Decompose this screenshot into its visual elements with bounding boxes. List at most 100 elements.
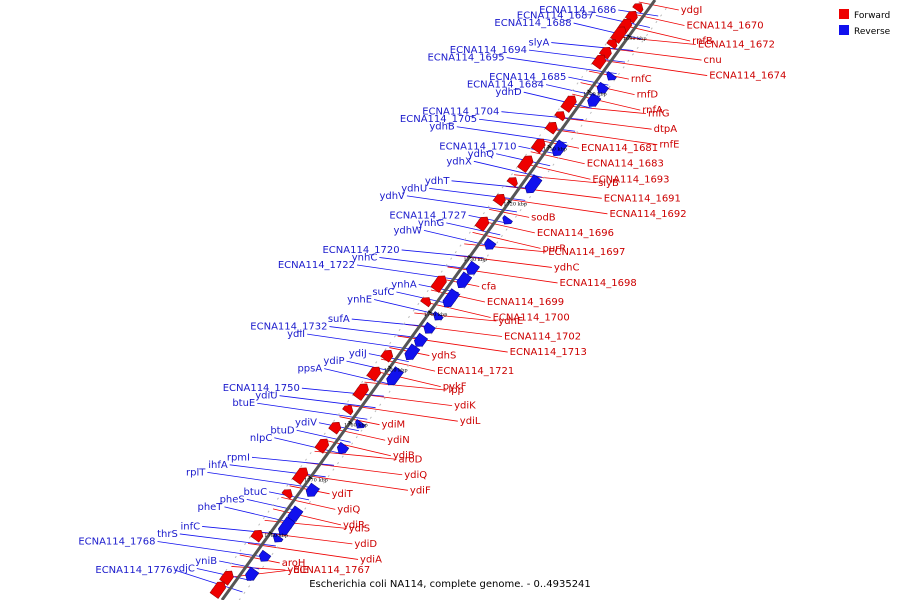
reverse-gene-label: ihfA: [208, 460, 228, 471]
reverse-gene: [278, 516, 296, 536]
reverse-gene: [465, 260, 480, 275]
forward-gene-label: ECNA114_1696: [537, 228, 614, 239]
legend-forward-label: Forward: [854, 11, 890, 21]
forward-gene: [291, 467, 309, 485]
reverse-gene: [272, 533, 284, 543]
legend-reverse-swatch: [839, 25, 849, 35]
reverse-gene-label: ynhG: [418, 218, 444, 229]
leader-line: [455, 255, 552, 268]
reverse-gene-label: slyA: [529, 38, 550, 49]
forward-gene: [250, 530, 264, 543]
leader-line: [479, 118, 576, 132]
tick-labels: 1690 kbp 1700 kbp 1710 kbp 1720 kbp 1730 kbp…: [264, 34, 647, 539]
forward-gene: [606, 39, 618, 50]
reverse-gene-label: ydiJ: [349, 349, 367, 360]
reverse-gene-label: ydiV: [295, 418, 317, 429]
forward-gene-label: ECNA114_1699: [487, 297, 564, 308]
forward-gene-label: ECNA114_1692: [609, 209, 686, 220]
reverse-gene-label: yniB: [195, 556, 217, 567]
forward-gene-label: ydiN: [387, 435, 410, 446]
forward-gene-label: lpp: [448, 385, 463, 396]
forward-gene-label: sodB: [531, 212, 556, 223]
legend: Forward Reverse: [839, 9, 891, 37]
reverse-gene: [596, 81, 610, 94]
leader-line: [528, 49, 626, 63]
tick-mark: [427, 310, 432, 314]
tick-label: 1770 kbp: [304, 478, 328, 484]
reverse-gene-label: ydhB: [429, 122, 455, 133]
reverse-gene-label: ECNA114_1688: [494, 18, 571, 29]
tick-mark: [467, 255, 472, 259]
leader-line: [231, 566, 286, 571]
tick-mark: [627, 34, 631, 38]
reverse-gene-label: ydiI: [287, 329, 305, 340]
leader-line: [229, 464, 326, 478]
leader-line: [279, 395, 376, 409]
tick-mark: [308, 476, 313, 480]
reverse-gene-label: ECNA114_1710: [439, 141, 516, 152]
tick-label: 1730 kbp: [463, 257, 487, 263]
tick-label: 1720 kbp: [503, 202, 527, 208]
track-line: [210, 0, 639, 593]
reverse-gene-label: ydjC: [173, 564, 195, 575]
reverse-gene: [245, 566, 260, 581]
forward-gene-label: ydhE: [498, 316, 523, 327]
reverse-gene: [305, 482, 320, 497]
forward-gene-label: aroH: [282, 558, 306, 569]
leader-line: [446, 222, 501, 236]
reverse-gene-label: btuE: [232, 398, 255, 409]
tick-mark: [388, 365, 392, 369]
reverse-gene-label: ECNA114_1685: [489, 72, 566, 83]
tick-label: 1710 kbp: [543, 146, 567, 152]
leader-line: [347, 404, 458, 422]
reverse-gene: [336, 441, 350, 454]
reverse-gene-label: ECNA114_1686: [539, 5, 616, 16]
leader-line: [256, 531, 353, 545]
forward-gene-label: ydhC: [554, 262, 580, 273]
reverse-gene-label: ppsA: [297, 364, 322, 375]
leader-line: [246, 498, 301, 512]
tick-label: 1740 kbp: [424, 312, 448, 318]
leader-line: [331, 427, 386, 441]
reverse-gene: [587, 92, 602, 107]
forward-gene-label: ydiS: [349, 523, 370, 534]
reverse-gene-label: ydhW: [393, 225, 422, 236]
forward-gene-label: ydiK: [454, 401, 476, 412]
forward-gene-label: ECNA114_1681: [581, 143, 658, 154]
reverse-gene-label: ECNA114_1695: [427, 53, 504, 64]
forward-gene-label: ydgI: [681, 5, 703, 16]
reverse-gene-label: thrS: [157, 529, 178, 540]
forward-gene-label: rnfE: [659, 140, 679, 151]
forward-gene: [474, 216, 490, 232]
leader-line: [207, 471, 318, 489]
forward-gene: [598, 47, 612, 60]
leader-line: [406, 195, 517, 213]
reverse-gene-label: ECNA114_1687: [517, 11, 594, 22]
reverse-gene-label: ydiU: [255, 391, 277, 402]
forward-gene-label: ydiT: [332, 489, 354, 500]
reverse-gene: [456, 271, 473, 289]
forward-gene-label: ydiE: [287, 565, 308, 576]
reverse-gene: [423, 321, 436, 334]
forward-gene-label: ECNA114_1713: [510, 347, 587, 358]
tick-mark: [268, 531, 273, 535]
leader-line: [618, 9, 659, 17]
forward-gene: [517, 155, 534, 173]
reverse-gene-label: ECNA114_1720: [322, 245, 399, 256]
leader-line: [497, 197, 608, 215]
reverse-gene-label: rplT: [186, 467, 206, 478]
forward-gene: [342, 405, 354, 416]
reverse-gene-label: btuD: [270, 425, 295, 436]
forward-gene: [380, 350, 394, 363]
forward-gene-label: rnfC: [631, 74, 652, 85]
forward-gene-label: ECNA114_1767: [293, 565, 370, 576]
forward-gene-label: rnfD: [637, 90, 659, 101]
forward-gene-label: ECNA114_1670: [686, 20, 763, 31]
legend-forward-swatch: [839, 9, 849, 19]
tick-label: 1690 kbp: [623, 36, 647, 42]
reverse-gene: [404, 343, 421, 361]
forward-gene-label: ECNA114_1702: [504, 332, 581, 343]
leader-line: [297, 473, 408, 491]
reverse-gene: [551, 139, 568, 157]
